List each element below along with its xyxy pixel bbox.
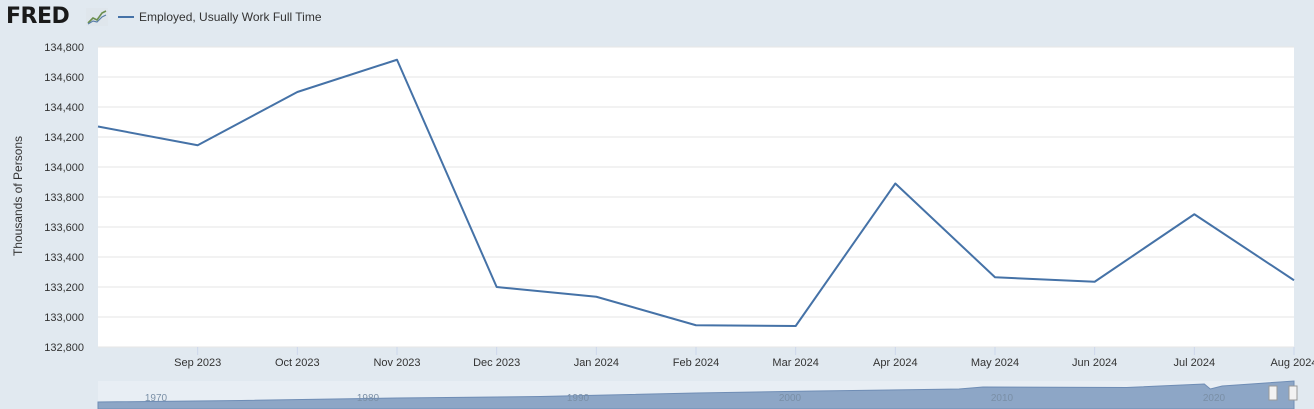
x-tick-label: Feb 2024: [673, 357, 719, 369]
series-line[interactable]: [97, 58, 1295, 327]
y-tick-label: 134,800: [44, 42, 84, 54]
x-tick-label: Oct 2023: [275, 357, 320, 369]
data-point[interactable]: [494, 284, 500, 290]
y-tick-label: 133,800: [44, 192, 84, 204]
x-tick-label: Sep 2023: [174, 357, 221, 369]
data-point[interactable]: [1191, 211, 1197, 217]
navigator-label: 2020: [1203, 393, 1226, 404]
navigator-label: 2010: [991, 393, 1014, 404]
y-tick-label: 134,000: [44, 162, 84, 174]
legend-swatch: [118, 16, 134, 18]
fred-logo[interactable]: FRED: [6, 4, 70, 29]
y-axis-ticks: 132,800 133,000 133,200 133,400 133,600 133,8…: [44, 42, 84, 354]
navigator-area: [97, 380, 1295, 409]
x-tick-label: Jun 2024: [1072, 357, 1117, 369]
data-point[interactable]: [992, 274, 998, 280]
navigator-label: 1980: [357, 393, 380, 404]
data-point[interactable]: [394, 57, 400, 63]
navigator-label: 1990: [567, 393, 590, 404]
series: [95, 57, 1297, 329]
navigator-label: 1970: [145, 393, 168, 404]
x-tick-label: Apr 2024: [873, 357, 918, 369]
x-axis-ticks: Sep 2023 Oct 2023 Nov 2023 Dec 2023 Jan 2024…: [174, 347, 1314, 369]
data-point[interactable]: [793, 323, 799, 329]
y-tick-label: 133,200: [44, 282, 84, 294]
y-tick-label: 132,800: [44, 342, 84, 354]
data-point[interactable]: [892, 181, 898, 187]
x-tick-label: May 2024: [971, 357, 1019, 369]
data-point[interactable]: [95, 124, 101, 130]
legend: Employed, Usually Work Full Time: [118, 10, 322, 24]
y-tick-label: 133,000: [44, 312, 84, 324]
y-axis-label: Thousands of Persons: [11, 136, 25, 256]
x-tick-label: Nov 2023: [373, 357, 420, 369]
x-tick-label: Aug 2024: [1270, 357, 1314, 369]
data-point[interactable]: [294, 89, 300, 95]
legend-label: Employed, Usually Work Full Time: [139, 10, 322, 24]
x-tick-label: Mar 2024: [772, 357, 818, 369]
y-tick-label: 133,600: [44, 222, 84, 234]
x-tick-label: Dec 2023: [473, 357, 520, 369]
y-tick-label: 134,200: [44, 132, 84, 144]
navigator-labels: 1970 1980 1990 2000 2010 2020: [145, 393, 1226, 404]
y-tick-label: 134,600: [44, 72, 84, 84]
data-point[interactable]: [693, 322, 699, 328]
data-point[interactable]: [1291, 277, 1297, 283]
data-point[interactable]: [195, 142, 201, 148]
line-graph-icon: [86, 8, 108, 26]
y-tick-label: 134,400: [44, 102, 84, 114]
x-tick-label: Jan 2024: [574, 357, 619, 369]
navigator-handle-left[interactable]: [1268, 385, 1278, 401]
navigator-handle-right[interactable]: [1288, 385, 1298, 401]
navigator[interactable]: 1970 1980 1990 2000 2010 2020: [97, 380, 1298, 409]
x-tick-label: Jul 2024: [1174, 357, 1216, 369]
data-point[interactable]: [593, 294, 599, 300]
navigator-label: 2000: [779, 393, 802, 404]
y-tick-label: 133,400: [44, 252, 84, 264]
data-point[interactable]: [1092, 279, 1098, 285]
